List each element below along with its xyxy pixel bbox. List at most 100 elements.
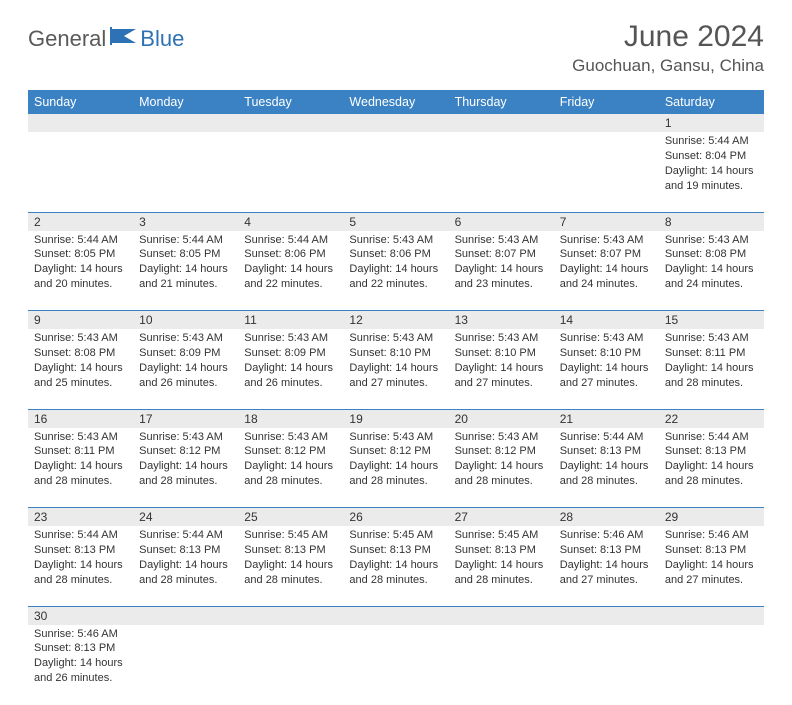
- day-number-cell: 29: [659, 508, 764, 527]
- day-number-cell: [28, 114, 133, 132]
- day-number-cell: [449, 114, 554, 132]
- day-number-cell: 18: [238, 409, 343, 428]
- day-number-cell: [554, 606, 659, 625]
- day-detail-text: Sunrise: 5:43 AMSunset: 8:12 PMDaylight:…: [133, 428, 238, 493]
- logo-text-blue: Blue: [140, 26, 184, 52]
- day-number-cell: 3: [133, 212, 238, 231]
- day-number-cell: 28: [554, 508, 659, 527]
- day-detail-cell: [238, 132, 343, 212]
- day-detail-cell: Sunrise: 5:43 AMSunset: 8:07 PMDaylight:…: [554, 231, 659, 311]
- day-detail-cell: Sunrise: 5:43 AMSunset: 8:09 PMDaylight:…: [133, 329, 238, 409]
- day-detail-cell: Sunrise: 5:43 AMSunset: 8:09 PMDaylight:…: [238, 329, 343, 409]
- day-body-row: Sunrise: 5:43 AMSunset: 8:08 PMDaylight:…: [28, 329, 764, 409]
- day-detail-text: Sunrise: 5:43 AMSunset: 8:07 PMDaylight:…: [449, 231, 554, 296]
- day-detail-text: Sunrise: 5:44 AMSunset: 8:06 PMDaylight:…: [238, 231, 343, 296]
- day-detail-cell: Sunrise: 5:45 AMSunset: 8:13 PMDaylight:…: [238, 526, 343, 606]
- day-number-cell: 22: [659, 409, 764, 428]
- day-detail-cell: Sunrise: 5:43 AMSunset: 8:08 PMDaylight:…: [28, 329, 133, 409]
- day-number-cell: 19: [343, 409, 448, 428]
- day-detail-cell: Sunrise: 5:43 AMSunset: 8:10 PMDaylight:…: [343, 329, 448, 409]
- day-detail-cell: Sunrise: 5:43 AMSunset: 8:12 PMDaylight:…: [238, 428, 343, 508]
- day-number-row: 2345678: [28, 212, 764, 231]
- day-number-cell: 21: [554, 409, 659, 428]
- day-number-cell: 25: [238, 508, 343, 527]
- day-number-cell: 1: [659, 114, 764, 132]
- day-detail-cell: [554, 625, 659, 705]
- day-number-cell: 4: [238, 212, 343, 231]
- weekday-header: Friday: [554, 90, 659, 114]
- day-detail-cell: Sunrise: 5:46 AMSunset: 8:13 PMDaylight:…: [554, 526, 659, 606]
- day-number-row: 30: [28, 606, 764, 625]
- day-detail-text: Sunrise: 5:43 AMSunset: 8:11 PMDaylight:…: [28, 428, 133, 493]
- day-detail-text: Sunrise: 5:46 AMSunset: 8:13 PMDaylight:…: [659, 526, 764, 591]
- day-detail-cell: [659, 625, 764, 705]
- day-detail-cell: Sunrise: 5:44 AMSunset: 8:05 PMDaylight:…: [28, 231, 133, 311]
- day-number-cell: 24: [133, 508, 238, 527]
- day-detail-text: Sunrise: 5:44 AMSunset: 8:04 PMDaylight:…: [659, 132, 764, 197]
- day-number-cell: [554, 114, 659, 132]
- day-detail-text: Sunrise: 5:43 AMSunset: 8:08 PMDaylight:…: [659, 231, 764, 296]
- day-number-cell: 26: [343, 508, 448, 527]
- day-detail-cell: Sunrise: 5:46 AMSunset: 8:13 PMDaylight:…: [659, 526, 764, 606]
- day-detail-text: Sunrise: 5:43 AMSunset: 8:10 PMDaylight:…: [343, 329, 448, 394]
- day-detail-cell: Sunrise: 5:44 AMSunset: 8:13 PMDaylight:…: [133, 526, 238, 606]
- day-number-cell: 15: [659, 311, 764, 330]
- day-number-cell: [659, 606, 764, 625]
- day-detail-text: Sunrise: 5:43 AMSunset: 8:12 PMDaylight:…: [343, 428, 448, 493]
- day-detail-text: Sunrise: 5:43 AMSunset: 8:09 PMDaylight:…: [238, 329, 343, 394]
- weekday-header: Saturday: [659, 90, 764, 114]
- day-detail-text: Sunrise: 5:43 AMSunset: 8:10 PMDaylight:…: [554, 329, 659, 394]
- day-body-row: Sunrise: 5:46 AMSunset: 8:13 PMDaylight:…: [28, 625, 764, 705]
- title-block: June 2024 Guochuan, Gansu, China: [572, 20, 764, 76]
- day-detail-cell: Sunrise: 5:43 AMSunset: 8:12 PMDaylight:…: [449, 428, 554, 508]
- day-number-cell: 5: [343, 212, 448, 231]
- day-detail-text: Sunrise: 5:44 AMSunset: 8:05 PMDaylight:…: [133, 231, 238, 296]
- day-detail-text: Sunrise: 5:44 AMSunset: 8:13 PMDaylight:…: [659, 428, 764, 493]
- day-body-row: Sunrise: 5:43 AMSunset: 8:11 PMDaylight:…: [28, 428, 764, 508]
- day-body-row: Sunrise: 5:44 AMSunset: 8:05 PMDaylight:…: [28, 231, 764, 311]
- day-detail-text: Sunrise: 5:43 AMSunset: 8:12 PMDaylight:…: [238, 428, 343, 493]
- day-detail-cell: Sunrise: 5:43 AMSunset: 8:11 PMDaylight:…: [659, 329, 764, 409]
- day-number-cell: 14: [554, 311, 659, 330]
- day-number-cell: [449, 606, 554, 625]
- day-number-cell: 12: [343, 311, 448, 330]
- calendar-table: SundayMondayTuesdayWednesdayThursdayFrid…: [28, 90, 764, 705]
- day-number-cell: 13: [449, 311, 554, 330]
- day-detail-cell: [449, 132, 554, 212]
- day-body-row: Sunrise: 5:44 AMSunset: 8:04 PMDaylight:…: [28, 132, 764, 212]
- day-number-cell: [343, 606, 448, 625]
- day-number-cell: 23: [28, 508, 133, 527]
- day-number-row: 9101112131415: [28, 311, 764, 330]
- day-detail-cell: Sunrise: 5:43 AMSunset: 8:08 PMDaylight:…: [659, 231, 764, 311]
- day-detail-text: Sunrise: 5:43 AMSunset: 8:10 PMDaylight:…: [449, 329, 554, 394]
- day-body-row: Sunrise: 5:44 AMSunset: 8:13 PMDaylight:…: [28, 526, 764, 606]
- month-title: June 2024: [572, 20, 764, 54]
- day-detail-cell: Sunrise: 5:43 AMSunset: 8:10 PMDaylight:…: [449, 329, 554, 409]
- day-detail-text: Sunrise: 5:43 AMSunset: 8:07 PMDaylight:…: [554, 231, 659, 296]
- header: General Blue June 2024 Guochuan, Gansu, …: [28, 20, 764, 76]
- weekday-header-row: SundayMondayTuesdayWednesdayThursdayFrid…: [28, 90, 764, 114]
- day-detail-cell: [554, 132, 659, 212]
- day-number-cell: 10: [133, 311, 238, 330]
- day-number-cell: [238, 606, 343, 625]
- day-detail-text: Sunrise: 5:43 AMSunset: 8:09 PMDaylight:…: [133, 329, 238, 394]
- day-detail-cell: Sunrise: 5:44 AMSunset: 8:04 PMDaylight:…: [659, 132, 764, 212]
- day-detail-text: Sunrise: 5:45 AMSunset: 8:13 PMDaylight:…: [238, 526, 343, 591]
- day-detail-cell: Sunrise: 5:44 AMSunset: 8:05 PMDaylight:…: [133, 231, 238, 311]
- day-detail-cell: Sunrise: 5:43 AMSunset: 8:11 PMDaylight:…: [28, 428, 133, 508]
- day-number-cell: 27: [449, 508, 554, 527]
- day-detail-cell: [343, 625, 448, 705]
- day-detail-text: Sunrise: 5:43 AMSunset: 8:06 PMDaylight:…: [343, 231, 448, 296]
- day-detail-cell: [133, 132, 238, 212]
- day-detail-cell: [238, 625, 343, 705]
- day-detail-cell: Sunrise: 5:44 AMSunset: 8:13 PMDaylight:…: [554, 428, 659, 508]
- day-number-cell: 11: [238, 311, 343, 330]
- day-number-cell: 2: [28, 212, 133, 231]
- day-detail-cell: [449, 625, 554, 705]
- day-number-cell: 6: [449, 212, 554, 231]
- day-number-cell: [133, 114, 238, 132]
- flag-icon: [110, 27, 138, 45]
- day-detail-text: Sunrise: 5:44 AMSunset: 8:05 PMDaylight:…: [28, 231, 133, 296]
- day-detail-cell: Sunrise: 5:45 AMSunset: 8:13 PMDaylight:…: [449, 526, 554, 606]
- day-detail-text: Sunrise: 5:46 AMSunset: 8:13 PMDaylight:…: [28, 625, 133, 690]
